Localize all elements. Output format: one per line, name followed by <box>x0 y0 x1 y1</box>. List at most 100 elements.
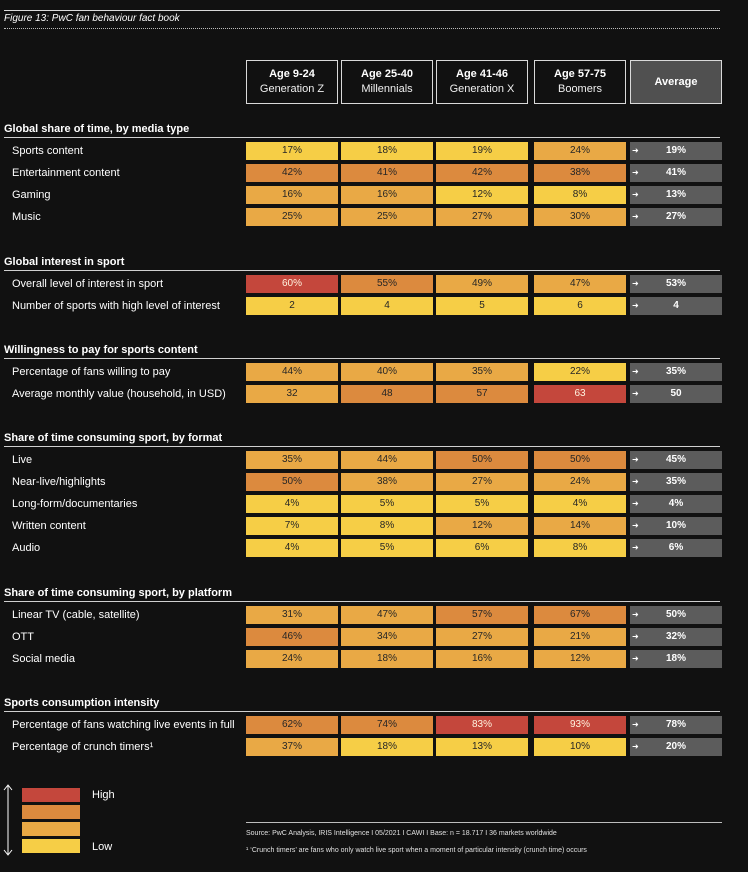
crunch-timer-footnote: ¹ ‘Crunch timers’ are fans who only watc… <box>246 847 587 854</box>
row-label: Long-form/documentaries <box>12 498 138 510</box>
data-cell: 41% <box>341 164 433 182</box>
data-cell: 32 <box>246 385 338 403</box>
data-cell: 49% <box>436 275 528 293</box>
data-cell: 74% <box>341 716 433 734</box>
row-label: Number of sports with high level of inte… <box>12 300 220 312</box>
average-cell: ➜ 13% <box>630 186 722 204</box>
row-label: Linear TV (cable, satellite) <box>12 609 140 621</box>
data-cell: 38% <box>341 473 433 491</box>
row-label: Near-live/highlights <box>12 476 106 488</box>
data-cell: 18% <box>341 650 433 668</box>
average-cell: ➜ 20% <box>630 738 722 756</box>
average-cell: ➜ 41% <box>630 164 722 182</box>
data-cell: 4% <box>534 495 626 513</box>
arrow-right-icon: ➜ <box>632 610 639 619</box>
average-value: 13% <box>665 189 686 200</box>
average-cell: ➜ 35% <box>630 473 722 491</box>
data-cell: 62% <box>246 716 338 734</box>
column-age-range: Age 41-46 <box>456 68 508 80</box>
legend-swatch-mid-low <box>22 822 80 836</box>
arrow-right-icon: ➜ <box>632 389 639 398</box>
arrow-right-icon: ➜ <box>632 168 639 177</box>
data-cell: 4% <box>246 495 338 513</box>
data-cell: 37% <box>246 738 338 756</box>
data-cell: 8% <box>534 539 626 557</box>
footer-divider <box>246 822 722 823</box>
row-label: Percentage of crunch timers¹ <box>12 741 154 753</box>
row-label: Gaming <box>12 189 51 201</box>
average-cell: ➜ 10% <box>630 517 722 535</box>
average-cell: ➜ 50% <box>630 606 722 624</box>
arrow-right-icon: ➜ <box>632 521 639 530</box>
data-cell: 42% <box>436 164 528 182</box>
average-value: 78% <box>665 719 686 730</box>
data-cell: 5% <box>436 495 528 513</box>
data-cell: 48 <box>341 385 433 403</box>
row-label: Entertainment content <box>12 167 120 179</box>
data-cell: 22% <box>534 363 626 381</box>
arrow-right-icon: ➜ <box>632 632 639 641</box>
average-value: 18% <box>665 653 686 664</box>
legend-swatch-low <box>22 839 80 853</box>
data-cell: 4 <box>341 297 433 315</box>
average-cell: ➜ 19% <box>630 142 722 160</box>
data-cell: 16% <box>341 186 433 204</box>
average-label: Average <box>654 75 698 88</box>
data-cell: 12% <box>436 517 528 535</box>
arrow-right-icon: ➜ <box>632 367 639 376</box>
column-header: Age 25-40 Millennials <box>341 60 433 104</box>
data-cell: 6% <box>436 539 528 557</box>
column-header: Age 41-46 Generation X <box>436 60 528 104</box>
section-title: Willingness to pay for sports content <box>4 343 720 359</box>
average-value: 10% <box>665 520 686 531</box>
section-title: Sports consumption intensity <box>4 696 720 712</box>
data-cell: 42% <box>246 164 338 182</box>
data-cell: 44% <box>341 451 433 469</box>
arrow-right-icon: ➜ <box>632 742 639 751</box>
average-value: 4 <box>673 300 679 311</box>
data-cell: 5 <box>436 297 528 315</box>
data-cell: 4% <box>246 539 338 557</box>
average-value: 35% <box>665 366 686 377</box>
average-cell: ➜ 27% <box>630 208 722 226</box>
arrow-right-icon: ➜ <box>632 543 639 552</box>
average-cell: ➜ 6% <box>630 539 722 557</box>
column-generation: Millennials <box>361 83 413 95</box>
average-cell: ➜ 4% <box>630 495 722 513</box>
arrow-right-icon: ➜ <box>632 455 639 464</box>
arrow-right-icon: ➜ <box>632 654 639 663</box>
data-cell: 8% <box>534 186 626 204</box>
column-header: Age 57-75 Boomers <box>534 60 626 104</box>
data-cell: 93% <box>534 716 626 734</box>
arrow-right-icon: ➜ <box>632 190 639 199</box>
column-age-range: Age 25-40 <box>361 68 413 80</box>
data-cell: 13% <box>436 738 528 756</box>
data-cell: 31% <box>246 606 338 624</box>
average-value: 50 <box>670 388 682 399</box>
column-age-range: Age 57-75 <box>554 68 606 80</box>
data-cell: 27% <box>436 208 528 226</box>
average-value: 20% <box>665 741 686 752</box>
data-cell: 12% <box>436 186 528 204</box>
data-cell: 24% <box>534 142 626 160</box>
section-title: Global share of time, by media type <box>4 122 720 138</box>
column-age-range: Age 9-24 <box>269 68 315 80</box>
data-cell: 18% <box>341 142 433 160</box>
data-cell: 21% <box>534 628 626 646</box>
legend-swatch-high <box>22 788 80 802</box>
data-cell: 50% <box>534 451 626 469</box>
data-cell: 34% <box>341 628 433 646</box>
data-cell: 35% <box>246 451 338 469</box>
average-cell: ➜ 32% <box>630 628 722 646</box>
data-cell: 16% <box>246 186 338 204</box>
average-cell: ➜ 4 <box>630 297 722 315</box>
average-value: 50% <box>665 609 686 620</box>
data-cell: 18% <box>341 738 433 756</box>
average-cell: ➜ 45% <box>630 451 722 469</box>
data-cell: 25% <box>246 208 338 226</box>
row-label: Music <box>12 211 41 223</box>
row-label: Overall level of interest in sport <box>12 278 164 290</box>
data-cell: 17% <box>246 142 338 160</box>
data-cell: 30% <box>534 208 626 226</box>
arrow-right-icon: ➜ <box>632 301 639 310</box>
